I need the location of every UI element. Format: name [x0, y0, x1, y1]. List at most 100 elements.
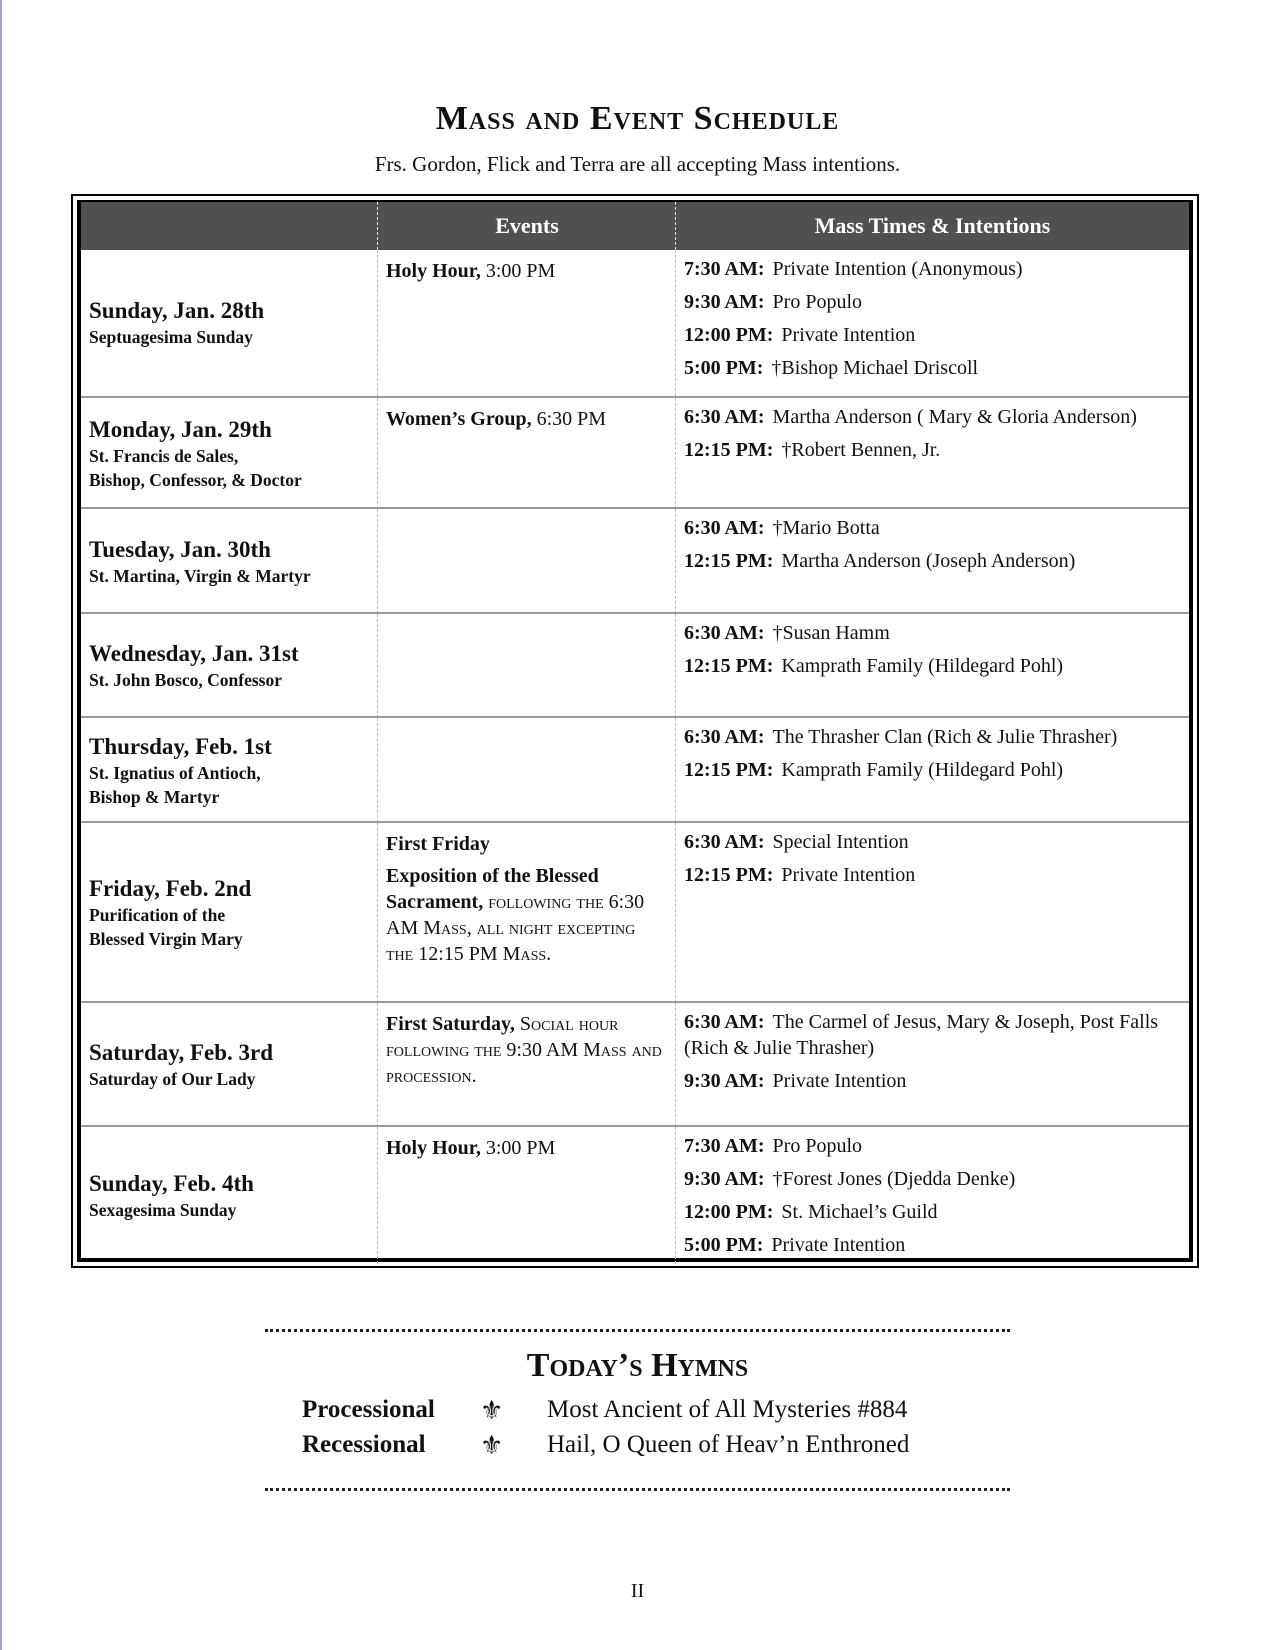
- mass-entry: 6:30 AM: †Susan Hamm: [684, 620, 1181, 646]
- mass-intention: Private Intention: [781, 324, 916, 346]
- table-row: Saturday, Feb. 3rd Saturday of Our Lady Fi…: [81, 1001, 1189, 1127]
- event-item: Holy Hour, 3:00 PM: [386, 1135, 667, 1161]
- mass-time: 12:15 PM:: [684, 864, 774, 886]
- mass-intention: The Thrasher Clan (Rich & Julie Thrasher…: [772, 726, 1118, 748]
- mass-entry: 6:30 AM: Special Intention: [684, 829, 1181, 855]
- mass-entry: 6:30 AM: The Thrasher Clan (Rich & Julie …: [684, 724, 1181, 750]
- mass-intention: St. Michael’s Guild: [781, 1201, 938, 1223]
- mass-intention: Martha Anderson ( Mary & Gloria Anderson…: [772, 406, 1137, 428]
- mass-entry: 12:00 PM: Private Intention: [684, 322, 1181, 348]
- mass-time: 12:15 PM:: [684, 550, 774, 572]
- mass-intention: Private Intention (Anonymous): [772, 258, 1023, 280]
- event-detail: Social hour following the 9:30 AM Mass a…: [386, 1013, 662, 1087]
- events-cell: [377, 509, 675, 614]
- mass-time: 9:30 AM:: [684, 1168, 765, 1190]
- feast-label: Bishop & Martyr: [89, 786, 220, 807]
- mass-time: 9:30 AM:: [684, 1070, 765, 1092]
- feast-label: St. Francis de Sales,: [89, 445, 239, 466]
- mass-intention: Pro Populo: [772, 291, 863, 313]
- mass-entry: 7:30 AM: Pro Populo: [684, 1133, 1181, 1159]
- day-label: Thursday, Feb. 1st: [89, 733, 272, 759]
- event-item: Holy Hour, 3:00 PM: [386, 258, 667, 284]
- mass-entry: 5:00 PM: Private Intention: [684, 1232, 1181, 1258]
- events-cell: Holy Hour, 3:00 PM: [377, 250, 675, 396]
- mass-intention: Pro Populo: [772, 1135, 863, 1157]
- mass-entry: 12:15 PM: Kamprath Family (Hildegard Pohl…: [684, 757, 1181, 783]
- feast-label: Sexagesima Sunday: [89, 1199, 237, 1220]
- mass-entry: 9:30 AM: †Forest Jones (Djedda Denke): [684, 1166, 1181, 1192]
- event-detail: 6:30 PM: [531, 408, 607, 430]
- day-cell: Thursday, Feb. 1st St. Ignatius of Antioc…: [81, 718, 377, 823]
- mass-time: 5:00 PM:: [684, 357, 764, 379]
- feast-label: Septuagesima Sunday: [89, 327, 253, 347]
- hymns-title: Today’s Hymns: [526, 1347, 749, 1384]
- mass-time: 9:30 AM:: [684, 291, 765, 313]
- mass-time: 12:00 PM:: [684, 324, 774, 346]
- mass-cell: 6:30 AM: Special Intention 12:15 PM: Privat…: [675, 823, 1189, 1003]
- mass-time: 6:30 AM:: [684, 517, 765, 539]
- day-cell: Friday, Feb. 2nd Purification of the Bless…: [81, 823, 377, 1003]
- mass-intention: †Mario Botta: [772, 517, 880, 539]
- feast-label: St. Ignatius of Antioch,: [89, 762, 261, 783]
- day-label: Friday, Feb. 2nd: [89, 876, 252, 901]
- mass-intention: †Susan Hamm: [772, 622, 890, 644]
- event-item: Exposition of the Blessed Sacrament, fol…: [386, 863, 667, 967]
- mass-intention: Private Intention: [771, 1234, 906, 1256]
- events-cell: First Saturday, Social hour following th…: [377, 1003, 675, 1127]
- mass-time: 6:30 AM:: [684, 406, 765, 428]
- page-number: II: [630, 1580, 645, 1602]
- event-item: Women’s Group, 6:30 PM: [386, 406, 667, 432]
- mass-time: 5:00 PM:: [684, 1234, 764, 1256]
- day-label: Sunday, Jan. 28th: [89, 298, 265, 323]
- events-cell: First Friday Exposition of the Blessed Sa…: [377, 823, 675, 1003]
- mass-entry: 6:30 AM: Martha Anderson ( Mary & Gloria …: [684, 404, 1181, 430]
- page-edge: [0, 0, 2, 1650]
- mass-time: 7:30 AM:: [684, 258, 765, 280]
- mass-time: 6:30 AM:: [684, 726, 765, 748]
- mass-entry: 9:30 AM: Private Intention: [684, 1068, 1181, 1094]
- mass-intention: Kamprath Family (Hildegard Pohl): [781, 655, 1064, 677]
- mass-intention: Special Intention: [772, 831, 909, 853]
- mass-entry: 12:00 PM: St. Michael’s Guild: [684, 1199, 1181, 1225]
- page-subtitle: Frs. Gordon, Flick and Terra are all acc…: [374, 152, 901, 176]
- feast-label: Saturday of Our Lady: [89, 1069, 256, 1089]
- events-cell: [377, 718, 675, 823]
- hymn-label: Recessional: [302, 1431, 426, 1458]
- mass-time: 12:15 PM:: [684, 759, 774, 781]
- feast-label: St. Martina, Virgin & Martyr: [89, 565, 311, 586]
- day-cell: Wednesday, Jan. 31st St. John Bosco, Conf…: [81, 614, 377, 718]
- feast-label: Blessed Virgin Mary: [89, 929, 243, 949]
- event-item: First Saturday, Social hour following th…: [386, 1011, 667, 1089]
- mass-cell: 7:30 AM: Private Intention (Anonymous) 9:3…: [675, 250, 1189, 396]
- mass-entry: 12:15 PM: †Robert Bennen, Jr.: [684, 437, 1181, 463]
- mass-intention: †Forest Jones (Djedda Denke): [772, 1168, 1016, 1190]
- mass-intention: Private Intention: [781, 864, 916, 886]
- event-name: Women’s Group,: [386, 408, 532, 430]
- event-item: First Friday: [386, 831, 667, 857]
- mass-time: 7:30 AM:: [684, 1135, 765, 1157]
- mass-time: 6:30 AM:: [684, 622, 765, 644]
- event-name: Holy Hour,: [386, 1137, 481, 1159]
- event-name: First Friday: [386, 833, 490, 855]
- header-day: [81, 202, 377, 250]
- mass-intention: Kamprath Family (Hildegard Pohl): [781, 759, 1064, 781]
- table-row: Thursday, Feb. 1st St. Ignatius of Antioc…: [81, 716, 1189, 823]
- events-cell: Holy Hour, 3:00 PM: [377, 1127, 675, 1264]
- day-label: Wednesday, Jan. 31st: [89, 641, 299, 666]
- feast-label: Bishop, Confessor, & Doctor: [89, 469, 302, 490]
- event-name: First Saturday,: [386, 1013, 515, 1035]
- mass-cell: 6:30 AM: The Thrasher Clan (Rich & Julie …: [675, 718, 1189, 823]
- mass-time: 6:30 AM:: [684, 1011, 765, 1033]
- table-row: Wednesday, Jan. 31st St. John Bosco, Conf…: [81, 612, 1189, 718]
- day-label: Tuesday, Jan. 30th: [89, 536, 271, 562]
- table-row: Friday, Feb. 2nd Purification of the Bless…: [81, 821, 1189, 1003]
- event-detail: following the 6:30 AM Mass, all night ex…: [386, 891, 645, 965]
- page-title: Mass and Event Schedule: [435, 100, 840, 137]
- feast-label: Purification of the: [89, 905, 226, 925]
- mass-cell: 6:30 AM: †Susan Hamm 12:15 PM: Kamprath Fam…: [675, 614, 1189, 718]
- header-events: Events: [377, 202, 676, 250]
- mass-intention: †Bishop Michael Driscoll: [771, 357, 979, 379]
- mass-entry: 5:00 PM: †Bishop Michael Driscoll: [684, 355, 1181, 381]
- day-cell: Sunday, Feb. 4th Sexagesima Sunday: [81, 1127, 377, 1264]
- fleur-de-lis-icon: ⚜: [480, 1431, 504, 1460]
